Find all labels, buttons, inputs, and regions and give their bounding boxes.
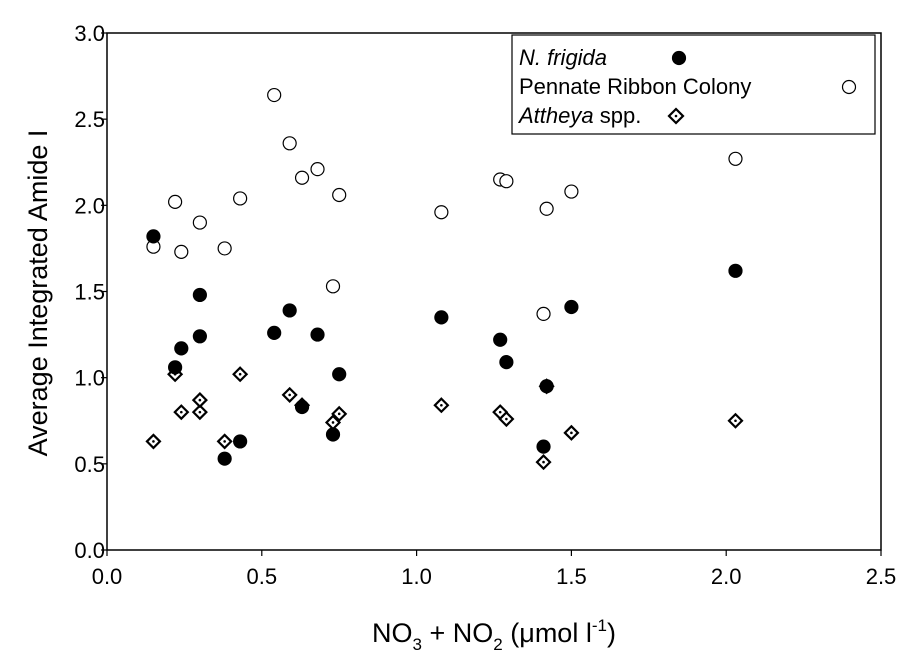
y-tick-label: 2.5 (74, 107, 105, 132)
point-n-frigida (332, 367, 347, 382)
x-tick-label: 0.0 (92, 564, 123, 589)
x-axis-title-sup: -1 (592, 616, 607, 635)
x-axis-title-paren-open: ( (503, 618, 520, 648)
point-attheya (535, 454, 552, 471)
y-tick-label: 0.5 (74, 452, 105, 477)
point-pennate-ribbon-colony (728, 151, 743, 166)
y-tick-label: 3.0 (74, 21, 105, 46)
y-tick-label: 0.0 (74, 538, 105, 563)
point-attheya (145, 433, 162, 450)
legend-marker-open-diamond (667, 107, 685, 125)
point-attheya (331, 405, 348, 422)
x-axis-title: NO3 + NO2 (μmol l-1) (372, 616, 616, 650)
x-axis-title-main: NO (372, 618, 413, 648)
point-attheya (498, 410, 515, 428)
point-attheya (191, 392, 208, 409)
point-pennate-ribbon-colony (282, 136, 297, 151)
legend-label-attheya: Attheya spp. (517, 103, 641, 128)
legend-label-pennate: Pennate Ribbon Colony (519, 74, 751, 99)
point-n-frigida (267, 325, 282, 340)
x-axis-title-mid: + NO (422, 618, 493, 648)
point-n-frigida (310, 327, 325, 342)
y-tick-label: 2.0 (74, 193, 105, 218)
legend-marker-filled-circle (671, 50, 687, 66)
point-n-frigida (294, 399, 310, 415)
point-pennate-ribbon-colony (536, 306, 551, 322)
point-n-frigida (564, 299, 579, 315)
point-pennate-ribbon-colony (564, 184, 579, 199)
point-pennate-ribbon-colony (192, 215, 207, 230)
point-attheya (173, 404, 190, 421)
x-tick-label: 1.0 (401, 564, 432, 589)
point-attheya (232, 366, 249, 383)
point-pennate-ribbon-colony (434, 205, 449, 220)
point-attheya (281, 386, 298, 403)
x-tick-label: 2.0 (711, 564, 742, 589)
point-pennate-ribbon-colony (217, 241, 232, 256)
y-tick-label: 1.5 (74, 280, 105, 305)
point-n-frigida (233, 434, 248, 449)
point-n-frigida (217, 451, 232, 466)
point-n-frigida (539, 379, 554, 394)
point-n-frigida (434, 310, 449, 325)
point-pennate-ribbon-colony (294, 170, 310, 185)
point-pennate-ribbon-colony (539, 201, 554, 216)
x-tick-label: 1.5 (556, 564, 587, 589)
point-n-frigida (282, 303, 297, 318)
point-n-frigida (146, 229, 161, 244)
x-axis-title-mu: μ (519, 618, 535, 648)
point-pennate-ribbon-colony (174, 244, 189, 259)
x-axis-title-sub1: 3 (413, 635, 422, 650)
x-axis-title-paren-close: ) (607, 618, 616, 648)
point-attheya (191, 404, 208, 421)
legend-label-n-frigida: N. frigida (519, 45, 607, 70)
point-n-frigida (499, 355, 514, 370)
point-pennate-ribbon-colony (332, 187, 347, 203)
y-tick-label: 1.0 (74, 366, 105, 391)
point-n-frigida (536, 439, 551, 454)
point-n-frigida (325, 427, 341, 442)
point-attheya (563, 424, 580, 441)
legend-label-attheya-italic: Attheya (517, 103, 594, 128)
legend-label-attheya-plain: spp. (594, 103, 642, 128)
x-tick-label: 2.5 (866, 564, 897, 589)
point-pennate-ribbon-colony (325, 279, 341, 294)
axis-ticks: 0.0 0.5 1.0 1.5 2.0 2.5 0.0 0.5 1.0 1.5 2.0 2.5 3.0 (74, 21, 896, 589)
point-attheya (727, 412, 744, 429)
legend: N. frigida Pennate Ribbon Colony Attheya… (511, 34, 876, 135)
point-pennate-ribbon-colony (168, 194, 183, 209)
point-attheya (433, 397, 450, 414)
point-pennate-ribbon-colony (499, 174, 514, 189)
legend-marker-open-circle (841, 79, 857, 95)
point-n-frigida (168, 360, 183, 375)
point-n-frigida (728, 263, 743, 278)
point-n-frigida (192, 287, 207, 303)
point-attheya (216, 433, 233, 450)
point-n-frigida (192, 329, 207, 344)
y-axis-title: Average Integrated Amide I (23, 130, 53, 457)
point-pennate-ribbon-colony (310, 162, 325, 177)
x-tick-label: 0.5 (247, 564, 278, 589)
legend-label-pennate-plain: Pennate Ribbon Colony (519, 74, 751, 99)
x-axis-title-sub2: 2 (493, 635, 502, 650)
point-pennate-ribbon-colony (233, 191, 248, 206)
data-points (145, 87, 744, 471)
legend-box (511, 34, 876, 135)
point-pennate-ribbon-colony (267, 87, 282, 103)
legend-label-n-frigida-italic: N. frigida (519, 45, 607, 70)
point-n-frigida (493, 332, 508, 347)
x-axis-title-unit: mol l (535, 618, 592, 648)
point-n-frigida (174, 341, 189, 356)
